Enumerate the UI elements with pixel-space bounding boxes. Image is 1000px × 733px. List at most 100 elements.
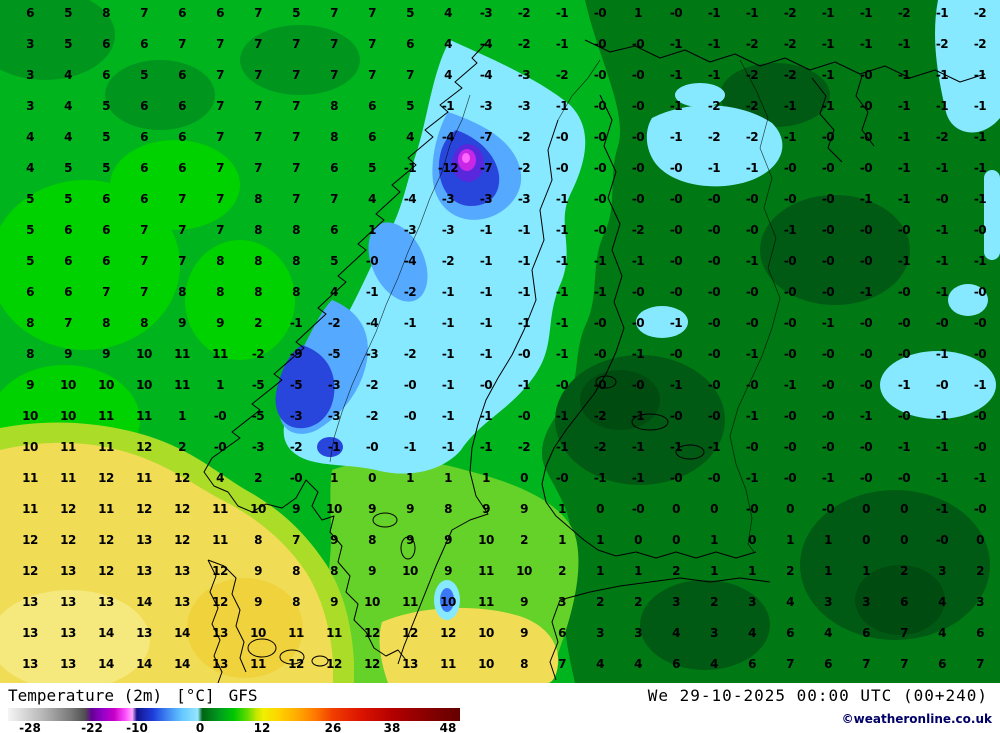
temperature-value: 13	[22, 657, 38, 671]
temperature-value: -0	[821, 254, 835, 268]
temperature-value: -0	[593, 99, 607, 113]
temperature-value: -1	[555, 254, 569, 268]
temperature-value: 7	[900, 626, 908, 640]
temperature-value: 12	[60, 502, 76, 516]
temperature-value: 6	[64, 285, 72, 299]
temperature-value: -1	[935, 440, 949, 454]
temperature-value: 7	[216, 130, 224, 144]
copyright-link[interactable]: ©weatheronline.co.uk	[841, 712, 992, 726]
temperature-value: -0	[897, 285, 911, 299]
temperature-value: 7	[216, 37, 224, 51]
temperature-value: -1	[555, 6, 569, 20]
scale-tick-label: 26	[324, 721, 342, 733]
temperature-value: 6	[558, 626, 566, 640]
coastline-estonia	[549, 577, 771, 681]
green-patch	[0, 180, 180, 350]
temperature-value: -0	[745, 502, 759, 516]
temperature-value: -1	[897, 161, 911, 175]
temperature-value: -0	[593, 316, 607, 330]
temperature-value: 4	[710, 657, 718, 671]
temperature-value: -2	[631, 223, 645, 237]
temperature-value: 9	[254, 564, 262, 578]
temperature-value: -1	[935, 6, 949, 20]
temperature-value: 7	[140, 254, 148, 268]
temperature-value: -0	[403, 409, 417, 423]
green-patch	[240, 25, 360, 95]
temperature-value: 4	[634, 657, 642, 671]
temperature-value: 6	[862, 626, 870, 640]
temperature-value: -1	[745, 254, 759, 268]
temperature-value: 6	[178, 161, 186, 175]
temperature-value: -0	[669, 471, 683, 485]
temperature-value: -0	[593, 6, 607, 20]
coastline-finland	[541, 94, 757, 559]
temperature-value: 7	[786, 657, 794, 671]
temperature-value: 1	[596, 564, 604, 578]
temperature-value: -1	[289, 316, 303, 330]
temperature-value: -1	[783, 130, 797, 144]
temperature-value: 13	[60, 626, 76, 640]
temperature-value: 2	[254, 316, 262, 330]
temperature-value: 12	[402, 626, 418, 640]
temperature-value: -2	[555, 68, 569, 82]
temperature-value: 1	[710, 564, 718, 578]
temperature-value: 7	[976, 657, 984, 671]
temperature-value: -1	[897, 99, 911, 113]
temperature-value: 6	[976, 626, 984, 640]
temperature-value: -0	[707, 378, 721, 392]
coastline-norway	[203, 41, 488, 661]
temperature-value: -1	[403, 440, 417, 454]
temperature-value: -2	[973, 6, 987, 20]
temperature-value: -1	[555, 347, 569, 361]
temperature-value: -3	[327, 378, 341, 392]
temperature-value: -3	[441, 223, 455, 237]
temperature-value: 14	[98, 657, 114, 671]
temperature-value: 1	[862, 564, 870, 578]
temperature-value: 14	[136, 595, 152, 609]
temperature-value: 7	[330, 192, 338, 206]
temperature-value: -2	[745, 68, 759, 82]
temperature-value: 9	[520, 595, 528, 609]
temperature-value: -1	[897, 192, 911, 206]
temperature-value: -1	[555, 409, 569, 423]
temperature-value: 7	[292, 99, 300, 113]
temperature-value: -2	[289, 440, 303, 454]
scale-tick-label: 38	[383, 721, 401, 733]
temperature-value: 10	[478, 533, 494, 547]
temperature-value: 7	[254, 37, 262, 51]
temperature-value: 12	[98, 564, 114, 578]
temperature-value: -3	[289, 409, 303, 423]
temperature-value: -1	[935, 161, 949, 175]
temperature-value: 4	[596, 657, 604, 671]
temperature-value: -4	[479, 37, 493, 51]
temperature-value: -1	[555, 440, 569, 454]
temperature-value: -0	[707, 409, 721, 423]
temperature-value: -0	[859, 440, 873, 454]
temperature-value: -1	[441, 378, 455, 392]
temperature-value: 11	[60, 440, 76, 454]
temperature-value: 7	[292, 533, 300, 547]
temperature-value: 9	[520, 626, 528, 640]
temperature-value: -0	[745, 223, 759, 237]
temperature-value: 6	[26, 285, 34, 299]
temperature-value: 9	[330, 595, 338, 609]
temperature-value: -1	[631, 440, 645, 454]
temperature-value: 13	[174, 595, 190, 609]
temperature-value: -2	[783, 37, 797, 51]
temperature-value: 9	[406, 533, 414, 547]
temperature-value: 4	[444, 37, 452, 51]
temperature-value: -4	[441, 130, 455, 144]
temperature-value: -0	[289, 471, 303, 485]
temperature-value: 8	[292, 223, 300, 237]
temperature-value: -0	[859, 378, 873, 392]
temperature-value: -1	[517, 223, 531, 237]
temperature-value: -2	[517, 130, 531, 144]
temperature-value: 8	[330, 130, 338, 144]
temperature-value: -1	[935, 409, 949, 423]
temperature-value: 10	[364, 595, 380, 609]
temperature-value: -2	[973, 37, 987, 51]
temperature-value: 5	[64, 37, 72, 51]
temperature-value: 1	[216, 378, 224, 392]
temperature-value: -0	[555, 130, 569, 144]
temperature-value: 4	[824, 626, 832, 640]
